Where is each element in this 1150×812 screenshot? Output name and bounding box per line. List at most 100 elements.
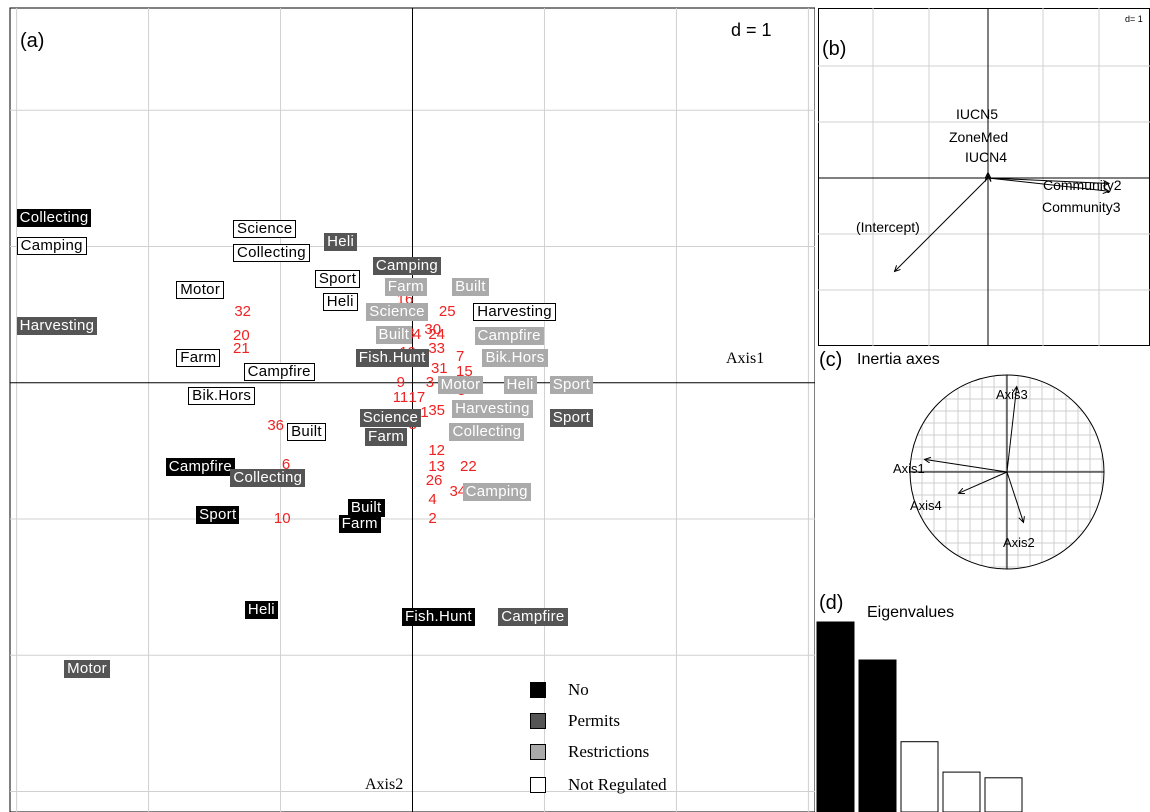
panel-c-plot	[909, 374, 1105, 570]
site-label: 24	[428, 326, 446, 344]
eigenvalue-bar	[942, 771, 981, 812]
eigenvalue-bar	[984, 777, 1023, 812]
legend-item-not-regulated: Not Regulated	[530, 774, 667, 796]
site-label: 1	[420, 403, 429, 421]
site-label: 13	[428, 458, 446, 476]
legend-label-no: No	[568, 680, 589, 699]
legend-swatch-not-regulated	[530, 777, 546, 793]
panel-d-title: Eigenvalues	[867, 604, 955, 621]
legend-swatch-permits	[530, 713, 546, 729]
category-label: Heli	[244, 601, 278, 620]
label-axis1: Axis1	[893, 461, 925, 476]
category-label: Camping	[372, 256, 442, 275]
site-label: 2	[428, 510, 437, 528]
category-label: Motor	[437, 376, 484, 395]
category-label: Farm	[176, 349, 221, 368]
category-label: Collecting	[230, 469, 306, 488]
site-label: 36	[267, 417, 285, 435]
panel-a-labels: 3220211623253018142433197311593111753518…	[16, 208, 594, 678]
panel-b-scale: d= 1	[1125, 14, 1143, 24]
category-label: Bik.Hors	[482, 349, 548, 368]
panel-a: 3220211623253018142433197311593111753518…	[9, 7, 815, 812]
vector-arrow	[895, 177, 989, 272]
category-label: Sport	[314, 270, 361, 289]
axis2-label: Axis2	[365, 776, 404, 793]
category-label: Built	[452, 278, 489, 297]
category-label: Camping	[16, 237, 87, 256]
panel-a-scale: d = 1	[731, 20, 772, 40]
legend-item-permits: Permits	[530, 710, 620, 732]
vector-arrow	[1006, 387, 1017, 473]
site-label: 11	[392, 388, 409, 406]
category-label: Campfire	[498, 608, 568, 627]
label-zonemed: ZoneMed	[949, 129, 1009, 145]
category-label: Built	[347, 499, 385, 518]
site-label: 31	[430, 360, 448, 378]
category-label: Sport	[549, 376, 594, 395]
legend-label-permits: Permits	[568, 711, 620, 730]
category-label: Sport	[549, 409, 594, 428]
site-label: 7	[456, 347, 465, 365]
category-label: Motor	[64, 659, 110, 678]
category-label: Harvesting	[473, 302, 556, 321]
panel-d-letter: (d)	[819, 592, 844, 614]
label-intercept: (Intercept)	[856, 219, 920, 235]
category-label: Bik.Hors	[188, 387, 256, 406]
panel-b-frame	[818, 8, 1150, 346]
panel-b-letter: (b)	[822, 38, 847, 60]
label-iucn4: IUCN4	[965, 149, 1008, 165]
category-label: Farm	[364, 428, 408, 447]
vector-arrow	[987, 177, 1109, 191]
site-label: 9	[396, 373, 405, 391]
panel-b: (b) d= 1 IUCN5 ZoneMed IUCN4 Community2 …	[818, 8, 1150, 346]
label-iucn5: IUCN5	[956, 106, 999, 122]
legend-swatch-no	[530, 682, 546, 698]
site-label: 10	[273, 510, 291, 528]
category-label: Motor	[176, 281, 225, 300]
panel-c-letter: (c)	[819, 349, 843, 371]
category-label: Harvesting	[16, 316, 98, 335]
site-label: 32	[234, 302, 252, 320]
category-label: Heli	[322, 293, 358, 312]
panel-d: (d) Eigenvalues	[815, 592, 1150, 812]
category-label: Heli	[324, 233, 358, 252]
vector-arrow	[959, 471, 1008, 493]
category-label: Science	[233, 219, 297, 238]
category-label: Science	[359, 409, 422, 428]
site-label: 12	[428, 441, 446, 459]
category-label: Sport	[196, 505, 240, 524]
axis1-label: Axis1	[726, 350, 765, 367]
category-label: Collecting	[449, 422, 525, 441]
label-axis4: Axis4	[910, 498, 942, 513]
label-community3: Community3	[1042, 199, 1121, 215]
category-label: Camping	[462, 482, 531, 501]
site-label: 22	[460, 458, 477, 476]
category-label: Collecting	[233, 244, 310, 263]
site-label: 26	[425, 471, 443, 489]
category-label: Built	[375, 326, 413, 345]
site-label: 20	[233, 327, 250, 345]
panel-c-title: Inertia axes	[857, 351, 940, 368]
site-label: 21	[233, 339, 250, 357]
category-label: Heli	[503, 376, 537, 395]
site-label: 34	[449, 482, 467, 500]
site-label: 25	[438, 302, 456, 320]
eigenvalue-bar	[900, 741, 939, 812]
site-label: 6	[281, 455, 291, 473]
site-label: 35	[428, 402, 446, 420]
site-label: 3	[425, 373, 435, 391]
legend-label-restrictions: Restrictions	[568, 742, 650, 761]
legend-swatch-restrictions	[530, 744, 546, 760]
panel-c: (c) Inertia axes Axis3 Axis1 Axis4 Axis2	[815, 345, 1150, 595]
label-axis2: Axis2	[1003, 535, 1035, 550]
category-label: Farm	[384, 278, 427, 297]
eigenvalue-bar	[858, 659, 897, 812]
legend-item-restrictions: Restrictions	[530, 741, 649, 763]
category-label: Farm	[338, 515, 381, 534]
category-label: Fish.Hunt	[355, 349, 429, 368]
panel-d-plot	[816, 621, 1023, 812]
label-community2: Community2	[1043, 177, 1122, 193]
site-label: 4	[428, 490, 437, 508]
panel-a-letter: (a)	[20, 30, 45, 52]
vector-arrow	[987, 177, 1109, 184]
